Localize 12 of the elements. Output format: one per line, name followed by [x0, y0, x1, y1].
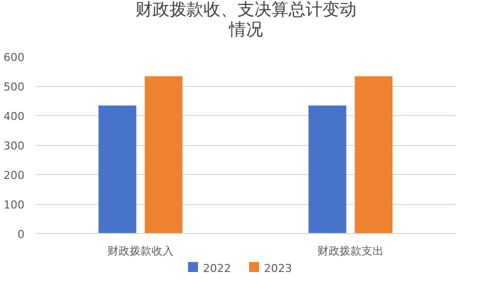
x-tick-label: 财政拨款收入: [108, 244, 174, 258]
chart-title: 财政拨款收、支决算总计变动情况: [134, 0, 358, 40]
legend-label: 2023: [264, 262, 292, 275]
legend-label: 2022: [203, 262, 231, 275]
x-tick-label: 财政拨款支出: [318, 244, 384, 258]
y-tick-label: 500: [4, 80, 25, 94]
y-tick-label: 400: [4, 110, 25, 123]
y-tick-label: 200: [4, 169, 25, 182]
y-tick-label: 600: [4, 51, 25, 64]
y-tick-label: 300: [4, 140, 25, 152]
y-tick-label: 100: [4, 198, 25, 212]
y-tick-label: 0: [18, 228, 24, 241]
